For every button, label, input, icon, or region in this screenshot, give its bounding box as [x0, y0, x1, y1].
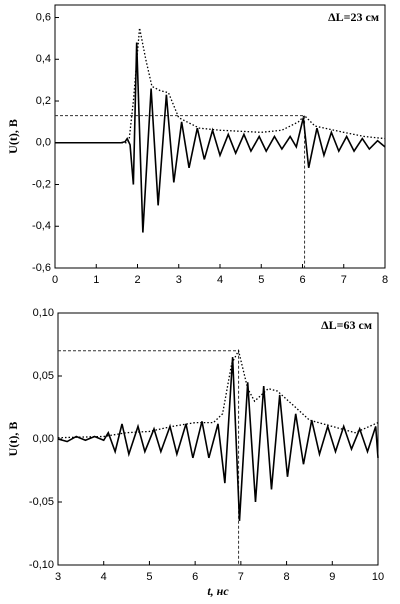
y-axis-label: U(t), В: [6, 119, 20, 154]
x-tick-label: 3: [176, 274, 182, 286]
y-tick-label: 0,10: [33, 307, 54, 319]
x-tick-label: 5: [146, 571, 152, 583]
y-tick-label: -0,6: [32, 262, 51, 274]
signal-line: [57, 357, 379, 521]
signal-line: [55, 42, 386, 233]
y-tick-label: -0,2: [32, 178, 51, 190]
x-tick-label: 9: [329, 571, 335, 583]
x-tick-label: 0: [52, 274, 58, 286]
y-tick-label: 0,00: [33, 433, 54, 445]
x-tick-label: 8: [382, 274, 388, 286]
x-tick-label: 8: [284, 571, 290, 583]
y-axis-label: U(t), В: [6, 422, 20, 457]
x-tick-label: 10: [372, 571, 384, 583]
x-tick-label: 6: [299, 274, 305, 286]
annotation: ΔL=63 см: [321, 318, 372, 332]
y-tick-label: 0,05: [33, 370, 54, 382]
x-tick-label: 3: [55, 571, 61, 583]
signal-line: [55, 27, 386, 144]
x-tick-label: 1: [93, 274, 99, 286]
x-tick-label: 2: [134, 274, 140, 286]
x-tick-label: 7: [238, 571, 244, 583]
y-tick-label: -0,10: [29, 559, 54, 571]
x-tick-label: 6: [192, 571, 198, 583]
y-tick-label: 0,0: [36, 137, 51, 149]
y-tick-label: -0,4: [32, 220, 51, 232]
y-tick-label: 0,2: [36, 95, 51, 107]
y-tick-label: -0,05: [29, 496, 54, 508]
annotation: ΔL=23 см: [328, 10, 379, 24]
x-tick-label: 5: [258, 274, 264, 286]
signal-line: [57, 349, 379, 439]
y-tick-label: 0,6: [36, 11, 51, 23]
y-tick-label: 0,4: [36, 53, 51, 65]
plot-frame: [54, 4, 386, 269]
x-tick-label: 4: [101, 571, 107, 583]
x-axis-label: t, нс: [207, 584, 229, 598]
x-tick-label: 7: [341, 274, 347, 286]
x-tick-label: 4: [217, 274, 223, 286]
